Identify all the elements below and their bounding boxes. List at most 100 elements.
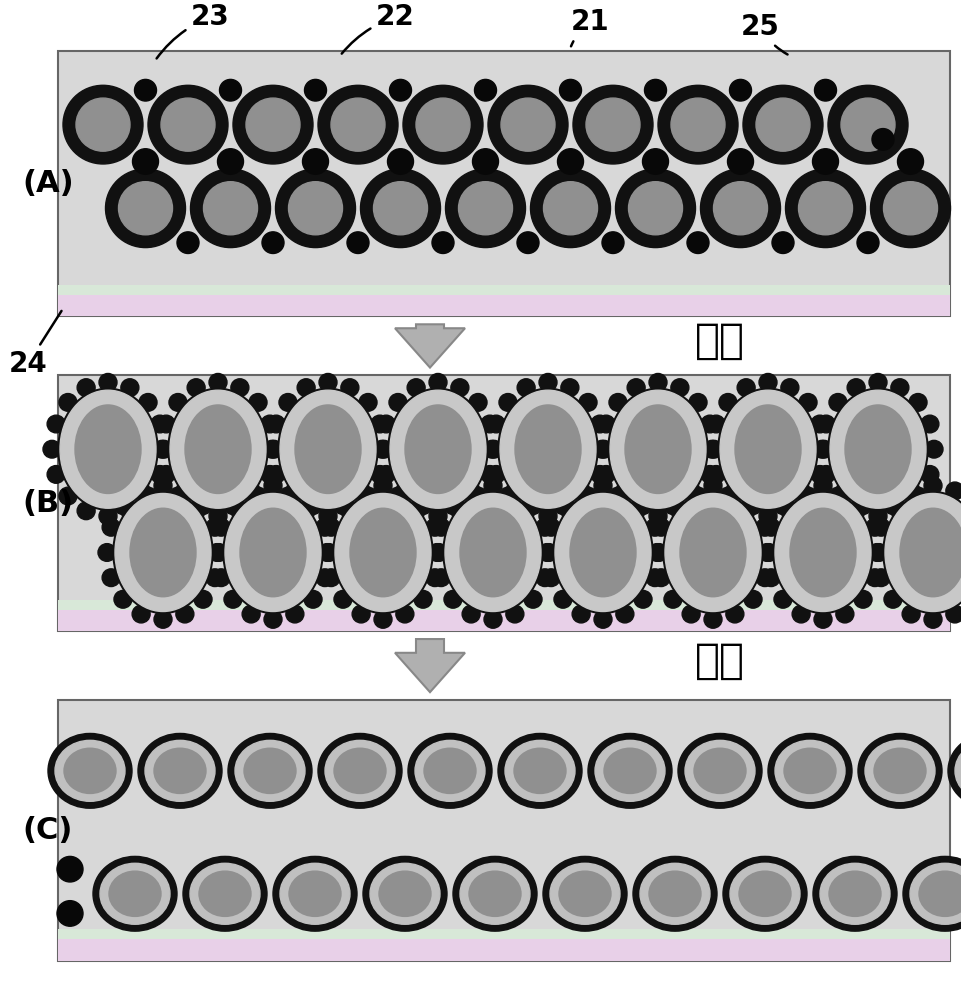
- Circle shape: [231, 379, 249, 396]
- Circle shape: [586, 98, 640, 151]
- Ellipse shape: [694, 748, 746, 793]
- Circle shape: [204, 182, 258, 235]
- Circle shape: [484, 611, 502, 628]
- Ellipse shape: [845, 405, 911, 493]
- Circle shape: [396, 605, 414, 623]
- Circle shape: [451, 379, 469, 396]
- Circle shape: [190, 169, 270, 248]
- Circle shape: [249, 487, 267, 505]
- Circle shape: [813, 440, 831, 458]
- Ellipse shape: [469, 871, 521, 916]
- Ellipse shape: [610, 390, 706, 508]
- Circle shape: [233, 85, 313, 164]
- Circle shape: [444, 497, 462, 515]
- Ellipse shape: [185, 405, 251, 493]
- Circle shape: [517, 232, 539, 253]
- Ellipse shape: [334, 748, 386, 793]
- Circle shape: [643, 149, 669, 174]
- Circle shape: [177, 232, 199, 253]
- Circle shape: [866, 569, 884, 587]
- Text: (A): (A): [22, 169, 74, 198]
- Circle shape: [432, 569, 450, 587]
- Circle shape: [430, 544, 448, 561]
- Circle shape: [169, 487, 187, 505]
- Text: 放电: 放电: [695, 640, 745, 682]
- Circle shape: [462, 482, 480, 500]
- Circle shape: [848, 379, 865, 396]
- Circle shape: [132, 482, 150, 500]
- Circle shape: [480, 466, 499, 483]
- Ellipse shape: [379, 871, 431, 916]
- Circle shape: [891, 502, 909, 520]
- Circle shape: [432, 518, 450, 536]
- Circle shape: [713, 182, 768, 235]
- Circle shape: [870, 544, 888, 561]
- Circle shape: [373, 440, 391, 458]
- Circle shape: [774, 590, 792, 608]
- Circle shape: [898, 149, 924, 174]
- Circle shape: [628, 182, 682, 235]
- Circle shape: [148, 85, 228, 164]
- Circle shape: [869, 507, 887, 525]
- Circle shape: [121, 379, 139, 396]
- Circle shape: [649, 373, 667, 391]
- Ellipse shape: [874, 748, 926, 793]
- Circle shape: [737, 379, 755, 396]
- Circle shape: [285, 605, 304, 623]
- Circle shape: [854, 497, 872, 515]
- Ellipse shape: [649, 871, 701, 916]
- Circle shape: [451, 502, 469, 520]
- Circle shape: [792, 482, 810, 500]
- Circle shape: [719, 487, 737, 505]
- Circle shape: [628, 379, 645, 396]
- Circle shape: [135, 79, 157, 101]
- Ellipse shape: [325, 740, 395, 801]
- Circle shape: [848, 502, 865, 520]
- Ellipse shape: [93, 856, 177, 931]
- Ellipse shape: [665, 493, 761, 611]
- Circle shape: [102, 518, 120, 536]
- Circle shape: [318, 85, 398, 164]
- Circle shape: [593, 440, 611, 458]
- Ellipse shape: [820, 863, 890, 924]
- Circle shape: [707, 415, 726, 433]
- Circle shape: [814, 477, 832, 494]
- Circle shape: [671, 98, 725, 151]
- Circle shape: [902, 605, 920, 623]
- Circle shape: [416, 98, 470, 151]
- Ellipse shape: [113, 492, 213, 613]
- Circle shape: [389, 79, 411, 101]
- Circle shape: [288, 182, 342, 235]
- Circle shape: [811, 466, 829, 483]
- Circle shape: [646, 518, 664, 536]
- Circle shape: [872, 129, 894, 150]
- Ellipse shape: [543, 856, 627, 931]
- Circle shape: [704, 477, 722, 494]
- Circle shape: [341, 502, 358, 520]
- Circle shape: [297, 502, 315, 520]
- Ellipse shape: [768, 733, 852, 808]
- Circle shape: [262, 232, 284, 253]
- Circle shape: [426, 569, 444, 587]
- Ellipse shape: [333, 492, 433, 613]
- Circle shape: [446, 169, 526, 248]
- Ellipse shape: [443, 492, 543, 613]
- Ellipse shape: [553, 492, 653, 613]
- Circle shape: [47, 466, 65, 483]
- Circle shape: [260, 466, 279, 483]
- Circle shape: [759, 507, 777, 525]
- Ellipse shape: [919, 871, 961, 916]
- Circle shape: [517, 379, 535, 396]
- Bar: [58, 929, 950, 939]
- Circle shape: [884, 497, 902, 515]
- Text: 25: 25: [741, 13, 788, 54]
- Circle shape: [209, 507, 227, 525]
- Circle shape: [176, 482, 194, 500]
- Circle shape: [359, 394, 377, 411]
- Circle shape: [319, 507, 337, 525]
- Circle shape: [316, 569, 333, 587]
- Circle shape: [63, 85, 143, 164]
- Ellipse shape: [460, 508, 526, 597]
- Circle shape: [634, 590, 652, 608]
- Ellipse shape: [363, 856, 447, 931]
